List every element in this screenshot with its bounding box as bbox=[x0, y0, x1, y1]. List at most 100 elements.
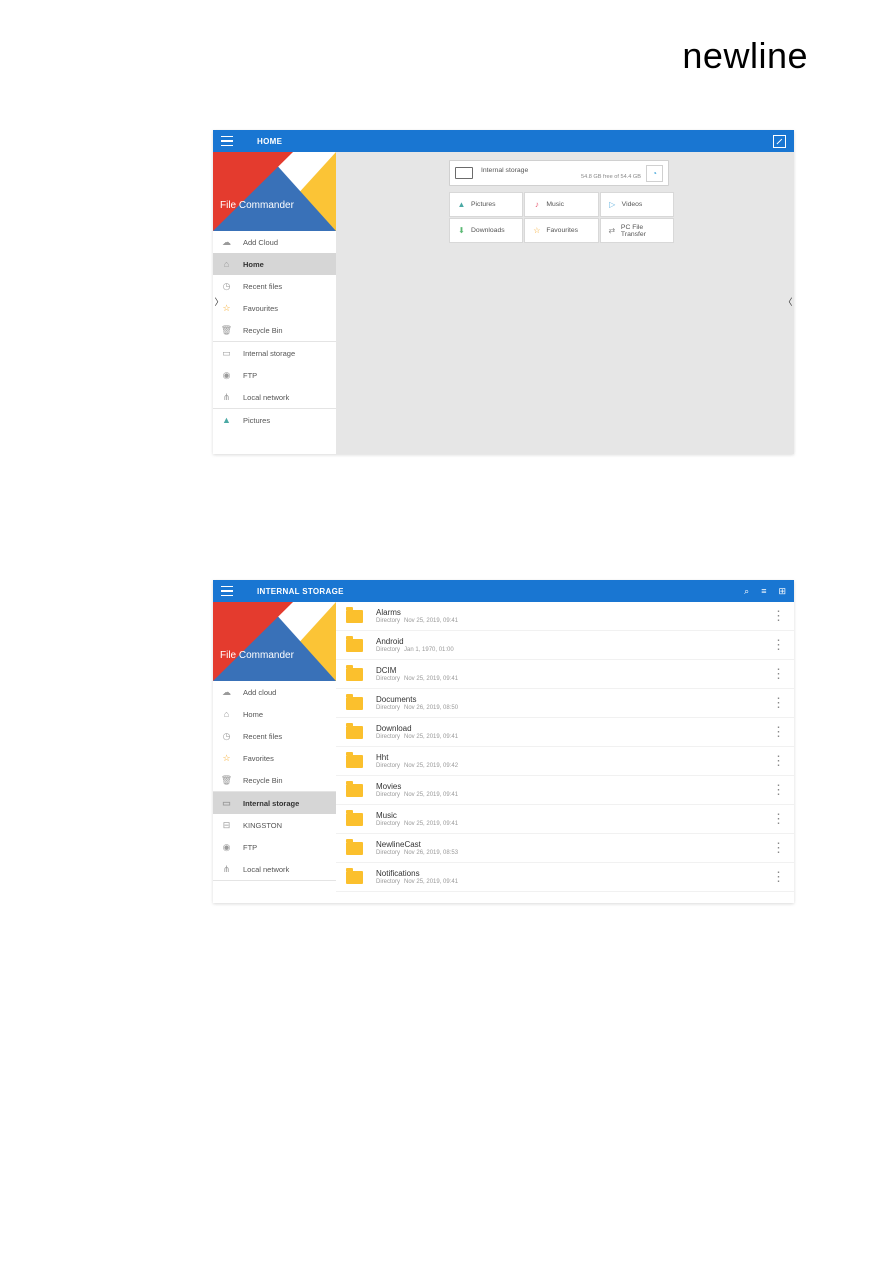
file-name: Android bbox=[376, 637, 772, 646]
file-row[interactable]: MusicDirectoryNov 25, 2019, 09:41⋮ bbox=[336, 805, 794, 834]
file-info: NewlineCastDirectoryNov 26, 2019, 08:53 bbox=[376, 840, 772, 856]
sidebar-item[interactable]: ◷Recent files bbox=[213, 725, 336, 747]
file-meta: DirectoryNov 25, 2019, 09:41 bbox=[376, 676, 772, 682]
screenshot-storage: INTERNAL STORAGE ⌕ ≡ ⊞ File Commander ☁ A… bbox=[213, 580, 794, 903]
category-tile[interactable]: ▲Pictures bbox=[449, 192, 523, 217]
file-meta: DirectoryNov 26, 2019, 08:53 bbox=[376, 850, 772, 856]
file-info: HhtDirectoryNov 25, 2019, 09:42 bbox=[376, 753, 772, 769]
edit-icon[interactable] bbox=[773, 135, 786, 148]
file-row[interactable]: MoviesDirectoryNov 25, 2019, 09:41⋮ bbox=[336, 776, 794, 805]
storage-card[interactable]: Internal storage 54.8 GB free of 54.4 GB… bbox=[449, 160, 669, 186]
file-info: NotificationsDirectoryNov 25, 2019, 09:4… bbox=[376, 869, 772, 885]
sidebar-label: Local network bbox=[243, 393, 289, 402]
sidebar-item[interactable]: ⊟ KINGSTON bbox=[213, 814, 336, 836]
topbar-title: INTERNAL STORAGE bbox=[257, 587, 744, 596]
sidebar-item[interactable]: ⋔Local network bbox=[213, 386, 336, 408]
file-name: Download bbox=[376, 724, 772, 733]
sidebar-label: Internal storage bbox=[243, 799, 299, 808]
storage-label: Internal storage bbox=[481, 167, 641, 174]
menu-icon[interactable] bbox=[221, 586, 233, 596]
file-info: MoviesDirectoryNov 25, 2019, 09:41 bbox=[376, 782, 772, 798]
category-tile[interactable]: ⬇Downloads bbox=[449, 218, 523, 243]
sidebar-label: Pictures bbox=[243, 416, 270, 425]
file-meta: DirectoryNov 26, 2019, 08:50 bbox=[376, 705, 772, 711]
sidebar-icon: ☁ bbox=[221, 687, 232, 698]
new-folder-icon[interactable]: ⊞ bbox=[778, 586, 786, 597]
sidebar-label: FTP bbox=[243, 843, 257, 852]
file-name: Documents bbox=[376, 695, 772, 704]
sidebar-icon: ☁ bbox=[221, 237, 232, 248]
sidebar-icon: ◷ bbox=[221, 731, 232, 742]
file-row[interactable]: DocumentsDirectoryNov 26, 2019, 08:50⋮ bbox=[336, 689, 794, 718]
app-name: File Commander bbox=[220, 650, 294, 661]
sidebar-item[interactable]: ▭Internal storage bbox=[213, 342, 336, 364]
sidebar-icon: 🗑 bbox=[221, 775, 232, 786]
menu-icon[interactable] bbox=[221, 136, 233, 146]
file-name: Notifications bbox=[376, 869, 772, 878]
sidebar-item[interactable]: ⌂Home bbox=[213, 253, 336, 275]
analyze-icon[interactable]: ◔ bbox=[646, 165, 663, 182]
sidebar-item[interactable]: 🗑Recycle Bin bbox=[213, 319, 336, 341]
category-tile[interactable]: ⇄PC File Transfer bbox=[600, 218, 674, 243]
chevron-left-icon[interactable]: 〉 bbox=[214, 296, 224, 306]
sidebar-item[interactable]: 🗑 Recycle Bin bbox=[213, 769, 336, 791]
file-info: DCIMDirectoryNov 25, 2019, 09:41 bbox=[376, 666, 772, 682]
file-meta: DirectoryNov 25, 2019, 09:41 bbox=[376, 618, 772, 624]
folder-icon bbox=[346, 755, 363, 768]
topbar: HOME bbox=[213, 130, 794, 152]
file-row[interactable]: DownloadDirectoryNov 25, 2019, 09:41⋮ bbox=[336, 718, 794, 747]
sidebar-item[interactable]: ◉FTP bbox=[213, 364, 336, 386]
sidebar-item[interactable]: ▲Pictures bbox=[213, 409, 336, 431]
folder-icon bbox=[346, 726, 363, 739]
file-row[interactable]: AndroidDirectoryJan 1, 1970, 01:00⋮ bbox=[336, 631, 794, 660]
sidebar-item[interactable]: ☆Favorites bbox=[213, 747, 336, 769]
sidebar-icon: ⋔ bbox=[221, 864, 232, 875]
file-row[interactable]: NotificationsDirectoryNov 25, 2019, 09:4… bbox=[336, 863, 794, 892]
file-row[interactable]: HhtDirectoryNov 25, 2019, 09:42⋮ bbox=[336, 747, 794, 776]
sidebar-item[interactable]: ⋔Local network bbox=[213, 858, 336, 880]
folder-icon bbox=[346, 784, 363, 797]
sidebar-label: KINGSTON bbox=[243, 821, 282, 830]
sidebar-label: Home bbox=[243, 260, 264, 269]
sidebar-icon: 🗑 bbox=[221, 325, 232, 336]
file-meta: DirectoryJan 1, 1970, 01:00 bbox=[376, 647, 772, 653]
file-name: Movies bbox=[376, 782, 772, 791]
folder-icon bbox=[346, 842, 363, 855]
sidebar-icon: ◷ bbox=[221, 281, 232, 292]
file-meta: DirectoryNov 25, 2019, 09:42 bbox=[376, 763, 772, 769]
tile-label: Favourites bbox=[546, 227, 578, 234]
search-icon[interactable]: ⌕ bbox=[744, 586, 749, 597]
file-info: MusicDirectoryNov 25, 2019, 09:41 bbox=[376, 811, 772, 827]
sidebar-label: Recycle Bin bbox=[243, 776, 283, 785]
category-tile[interactable]: ☆Favourites bbox=[524, 218, 598, 243]
sidebar-item[interactable]: ⌂Home bbox=[213, 703, 336, 725]
sort-icon[interactable]: ≡ bbox=[761, 586, 766, 596]
main-home: Internal storage 54.8 GB free of 54.4 GB… bbox=[336, 152, 794, 454]
file-name: Hht bbox=[376, 753, 772, 762]
sidebar-item[interactable]: ☁ Add cloud bbox=[213, 681, 336, 703]
tile-icon: ▲ bbox=[457, 200, 466, 209]
category-tiles: ▲Pictures♪Music▷Videos ⬇Downloads☆Favouri… bbox=[449, 192, 674, 243]
tile-label: Music bbox=[546, 201, 564, 208]
sidebar-icon: ◉ bbox=[221, 370, 232, 381]
sidebar-item[interactable]: ◉FTP bbox=[213, 836, 336, 858]
sidebar-icon: ▭ bbox=[221, 348, 232, 359]
category-tile[interactable]: ♪Music bbox=[524, 192, 598, 217]
sidebar-item[interactable]: ▭Internal storage bbox=[213, 792, 336, 814]
sidebar-item[interactable]: ☆Favourites bbox=[213, 297, 336, 319]
category-tile[interactable]: ▷Videos bbox=[600, 192, 674, 217]
file-row[interactable]: NewlineCastDirectoryNov 26, 2019, 08:53⋮ bbox=[336, 834, 794, 863]
sidebar-label: Add cloud bbox=[243, 688, 276, 697]
sidebar-item[interactable]: ☁Add Cloud bbox=[213, 231, 336, 253]
chevron-right-icon[interactable]: 〈 bbox=[783, 296, 793, 306]
sidebar-icon: ☆ bbox=[221, 753, 232, 764]
app-name: File Commander bbox=[220, 200, 294, 211]
file-meta: DirectoryNov 25, 2019, 09:41 bbox=[376, 734, 772, 740]
file-row[interactable]: DCIMDirectoryNov 25, 2019, 09:41⋮ bbox=[336, 660, 794, 689]
sidebar-item[interactable]: ◷ Recent files bbox=[213, 275, 336, 297]
file-meta: DirectoryNov 25, 2019, 09:41 bbox=[376, 879, 772, 885]
sidebar-label: Recent files bbox=[243, 282, 282, 291]
sidebar-header: File Commander bbox=[213, 152, 336, 231]
sidebar-icon: ⊟ bbox=[221, 820, 232, 831]
file-row[interactable]: AlarmsDirectoryNov 25, 2019, 09:41⋮ bbox=[336, 602, 794, 631]
